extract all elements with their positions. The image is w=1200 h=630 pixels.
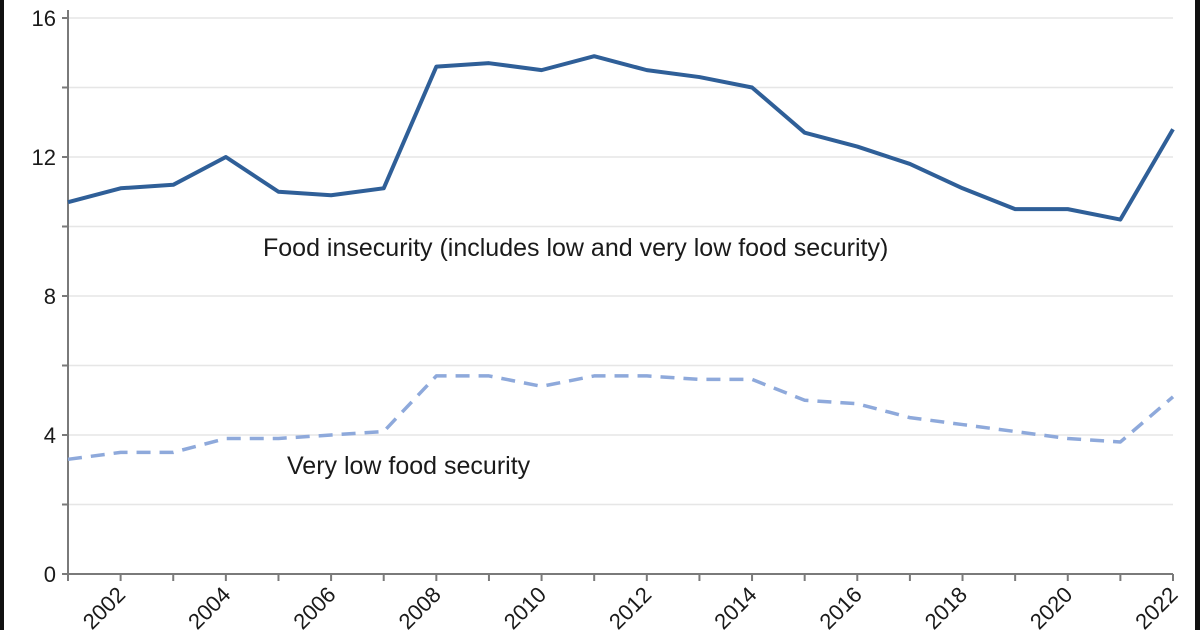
y-tick-label-0: 0 (44, 562, 56, 587)
y-axis-ticks: 0 4 8 12 16 (32, 6, 68, 587)
annotation-very-low-food-security: Very low food security (287, 452, 531, 480)
series-group (67, 54, 1175, 462)
frame-border-right (1195, 0, 1200, 630)
x-tick-label-2010: 2010 (499, 582, 551, 630)
x-tick-label-2016: 2016 (815, 582, 867, 630)
frame-border-left (0, 0, 4, 630)
series-line-very-low-food-security (67, 374, 1175, 462)
annotation-food-insecurity: Food insecurity (includes low and very l… (263, 234, 888, 262)
x-tick-label-2008: 2008 (394, 582, 446, 630)
x-axis-ticks: 2002 2004 2006 2008 2010 2012 2014 2016 2018 2020… (67, 574, 1183, 630)
y-tick-label-4: 4 (44, 423, 56, 448)
x-tick-label-2012: 2012 (604, 582, 656, 630)
x-tick-label-2006: 2006 (288, 582, 340, 630)
x-tick-label-2002: 2002 (78, 582, 130, 630)
series-line-food-insecurity (67, 54, 1175, 222)
axes (67, 10, 1173, 575)
gridlines (68, 17, 1173, 506)
y-tick-label-16: 16 (32, 6, 56, 31)
y-tick-label-12: 12 (32, 145, 56, 170)
x-tick-label-2020: 2020 (1025, 582, 1077, 630)
x-tick-label-2018: 2018 (920, 582, 972, 630)
x-tick-label-2004: 2004 (183, 582, 235, 630)
x-tick-label-2022: 2022 (1130, 582, 1182, 630)
y-tick-label-8: 8 (44, 284, 56, 309)
x-tick-label-2014: 2014 (709, 582, 761, 630)
